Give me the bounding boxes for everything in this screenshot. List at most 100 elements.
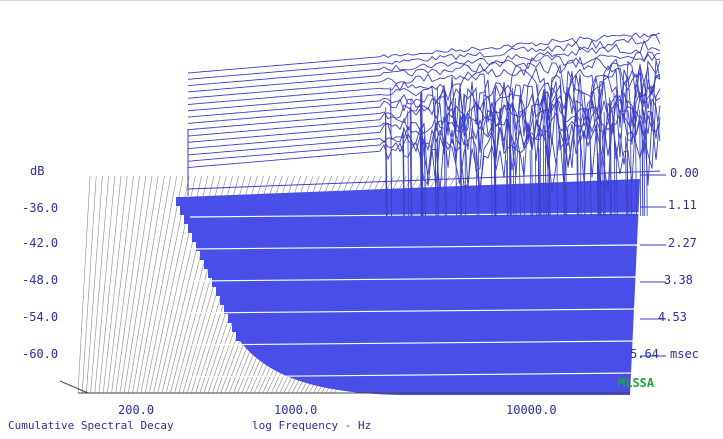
y-tick-label: -48.0 [22, 273, 58, 287]
y-tick-label: -36.0 [22, 201, 58, 215]
y-tick-label: -54.0 [22, 310, 58, 324]
decay-spike [597, 153, 600, 217]
decay-spike [563, 121, 566, 217]
decay-spike [423, 136, 426, 217]
decay-spike [518, 150, 521, 217]
decay-spike [615, 146, 618, 217]
decay-spike [385, 139, 388, 217]
decay-spike [547, 132, 549, 217]
time-slice-line [189, 372, 641, 378]
x-tick-label: 10000.0 [506, 403, 557, 417]
decay-spike [608, 97, 611, 217]
y-tick-label: -42.0 [22, 236, 58, 250]
hatch-line [77, 175, 91, 394]
decay-spike [556, 97, 558, 217]
decay-spike [613, 92, 616, 217]
decay-trace [187, 39, 661, 87]
y-axis-label: dB [30, 164, 44, 178]
decay-spike [464, 95, 467, 217]
time-tick-label: 2.27 [668, 236, 697, 250]
decay-spike [420, 91, 423, 217]
hatch-line [115, 175, 147, 394]
decay-trace [187, 51, 660, 93]
hatch-line [128, 175, 165, 394]
decay-trace [187, 73, 661, 153]
plot-frame [59, 129, 666, 394]
decay-spike [645, 95, 648, 217]
back-baseline [187, 170, 661, 190]
decay-trace [187, 108, 661, 188]
decay-spike [603, 112, 606, 217]
hatch-line [119, 175, 153, 394]
decay-trace [187, 109, 661, 192]
decay-spike [508, 93, 511, 217]
x-tick-label: 200.0 [118, 403, 154, 417]
decay-fill-area [176, 179, 640, 395]
decay-spike [576, 106, 579, 217]
decay-spike [539, 126, 542, 217]
decay-spike [534, 156, 537, 217]
decay-spike [493, 91, 496, 217]
floor-edge [59, 380, 89, 394]
x-axis-label: log Frequency - Hz [252, 419, 371, 432]
x-tick-label: 1000.0 [274, 403, 317, 417]
decay-spike [407, 110, 410, 217]
decay-trace [187, 59, 661, 138]
hatch-line [86, 175, 103, 394]
decay-spike [609, 100, 612, 217]
time-tick-label: 5.64 [630, 347, 659, 361]
decay-spike [460, 117, 463, 217]
chart-caption: Cumulative Spectral Decay [8, 419, 174, 432]
decay-spike [514, 140, 517, 217]
decay-spike [477, 105, 480, 217]
decay-spike [437, 86, 439, 217]
decay-spike [445, 92, 447, 217]
decay-spike [630, 112, 632, 217]
decay-spike [542, 101, 545, 217]
time-axis-unit: msec [670, 347, 699, 361]
decay-spike [598, 91, 601, 217]
decay-spike [512, 87, 515, 217]
hatch-line [136, 175, 178, 394]
decay-spike [421, 131, 424, 217]
decay-spike [409, 106, 412, 217]
decay-spike [475, 151, 478, 217]
decay-spike [494, 148, 496, 217]
decay-spike [599, 88, 602, 217]
decay-trace [187, 51, 661, 99]
hatch-line [140, 175, 184, 394]
decay-spike [385, 114, 387, 217]
decay-trace [187, 88, 661, 172]
decay-spike [402, 127, 405, 217]
decay-spike [562, 114, 565, 217]
y-tick-label: -60.0 [22, 347, 58, 361]
hatch-line [132, 175, 171, 394]
decay-spike [641, 88, 644, 217]
hatch-line [123, 175, 159, 394]
decay-spike [443, 90, 446, 217]
decay-spike [529, 150, 532, 217]
decay-spike [390, 100, 393, 217]
decay-trace [187, 75, 661, 162]
decay-spike [434, 95, 437, 217]
decay-spike [436, 138, 439, 217]
decay-spike [538, 148, 541, 217]
time-slice-line [189, 276, 641, 282]
decay-trace [187, 68, 661, 153]
hatch-line [107, 175, 134, 394]
decay-spike [410, 99, 413, 217]
decay-traces [187, 32, 661, 217]
hatch-line [111, 175, 140, 394]
decay-trace [187, 32, 661, 74]
decay-spike [639, 110, 642, 217]
decay-spike [537, 116, 540, 217]
decay-spike [597, 153, 600, 217]
mlssa-brand: MLSSA [618, 376, 655, 390]
hatch-line [90, 175, 109, 394]
time-tick-label: 3.38 [664, 273, 693, 287]
decay-spike [602, 155, 604, 217]
time-tick-label: 4.53 [658, 310, 687, 324]
time-slice-line [189, 340, 641, 346]
